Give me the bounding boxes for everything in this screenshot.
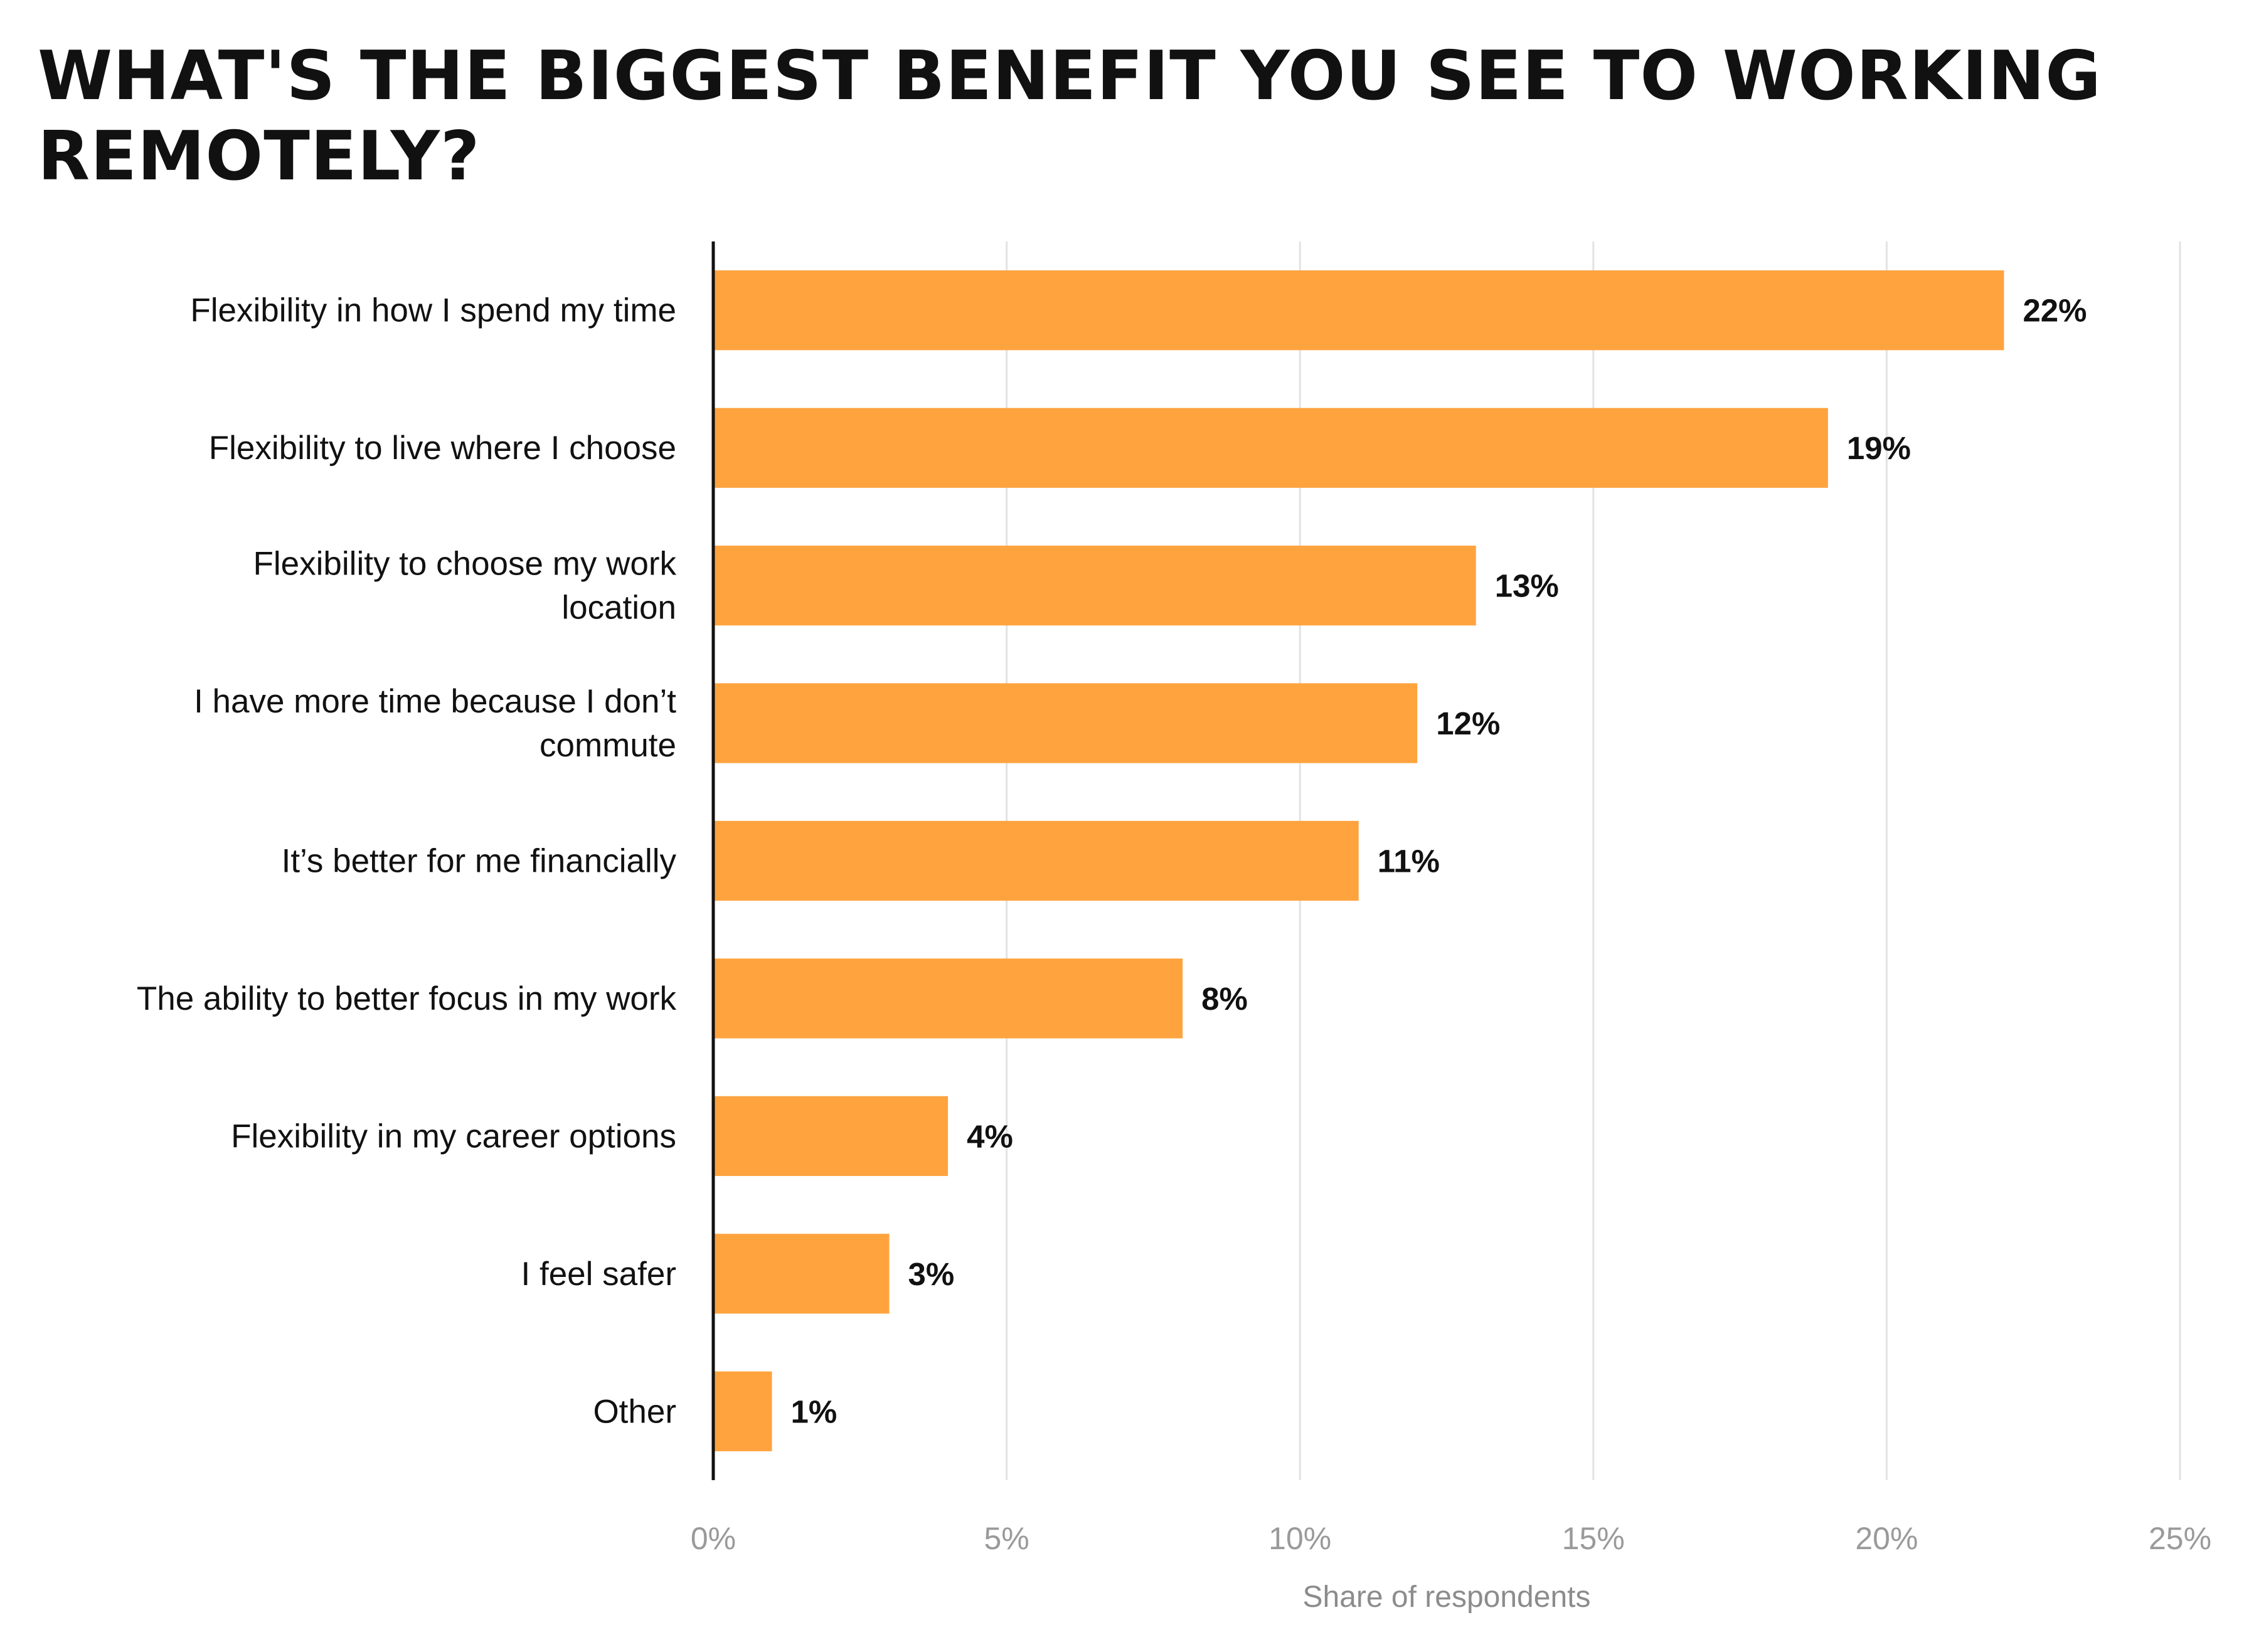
category-label: I feel safer — [521, 1256, 676, 1293]
bar — [713, 1234, 890, 1314]
bar — [713, 683, 1418, 763]
x-tick-label: 15% — [1562, 1521, 1625, 1556]
category-label: Flexibility to choose my work location — [253, 546, 677, 627]
bar — [713, 1096, 949, 1177]
category-label: It’s better for me financially — [282, 843, 677, 880]
bar — [713, 408, 1828, 488]
category-label: The ability to better focus in my work — [137, 980, 677, 1017]
category-label: Flexibility in my career options — [231, 1118, 676, 1155]
bar — [713, 1371, 772, 1451]
data-label: 4% — [967, 1118, 1013, 1154]
data-label: 8% — [1201, 981, 1248, 1017]
bar — [713, 820, 1359, 901]
x-axis-label: Share of respondents — [1303, 1581, 1591, 1614]
data-label: 1% — [791, 1394, 837, 1429]
data-label: 11% — [1378, 844, 1440, 879]
category-label: Flexibility in how I spend my time — [190, 292, 676, 329]
x-tick-label: 20% — [1855, 1521, 1918, 1556]
x-tick-label: 0% — [691, 1521, 736, 1556]
chart-title: WHAT'S THE BIGGEST BENEFIT YOU SEE TO WO… — [38, 37, 2102, 196]
bar — [713, 545, 1476, 626]
bar — [713, 958, 1183, 1039]
data-label: 12% — [1436, 706, 1500, 741]
category-label: Flexibility to live where I choose — [209, 430, 676, 467]
data-label: 19% — [1847, 430, 1911, 466]
x-tick-label: 10% — [1268, 1521, 1331, 1556]
data-label: 3% — [908, 1256, 955, 1292]
data-label: 13% — [1495, 568, 1559, 604]
data-label: 22% — [2023, 293, 2087, 329]
bar — [713, 270, 2004, 351]
x-tick-label: 5% — [984, 1521, 1029, 1556]
category-label: Other — [593, 1393, 676, 1430]
category-label: I have more time because I don’t commute — [194, 683, 676, 764]
x-tick-label: 25% — [2149, 1521, 2211, 1556]
